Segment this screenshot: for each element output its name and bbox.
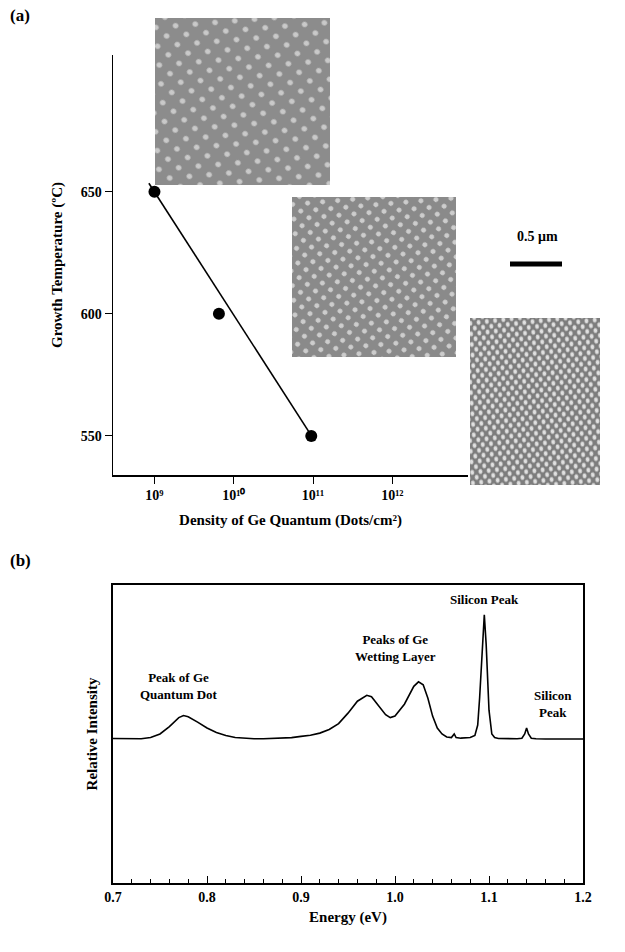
svg-text:(a): (a) <box>10 6 30 25</box>
svg-text:Peaks of GeWetting Layer: Peaks of GeWetting Layer <box>355 632 436 664</box>
svg-text:Energy (eV): Energy (eV) <box>309 909 387 926</box>
svg-text:10⁹: 10⁹ <box>145 488 163 503</box>
svg-text:0.7: 0.7 <box>104 890 122 905</box>
svg-text:0.9: 0.9 <box>292 890 310 905</box>
svg-text:1.1: 1.1 <box>480 890 498 905</box>
svg-text:SiliconPeak: SiliconPeak <box>534 688 572 720</box>
svg-text:10¹⁰: 10¹⁰ <box>222 487 245 503</box>
svg-text:1.0: 1.0 <box>386 890 404 905</box>
svg-text:Relative Intensity: Relative Intensity <box>84 677 100 790</box>
svg-text:Density of Ge Quantum (Dots/cm: Density of Ge Quantum (Dots/cm²) <box>179 512 402 529</box>
svg-text:10¹¹: 10¹¹ <box>302 488 324 503</box>
svg-text:600: 600 <box>81 307 102 322</box>
svg-text:0.8: 0.8 <box>198 890 216 905</box>
svg-text:0.5 μm: 0.5 μm <box>517 229 558 244</box>
svg-text:Peak of GeQuantum Dot: Peak of GeQuantum Dot <box>140 670 218 702</box>
svg-text:10¹²: 10¹² <box>381 488 403 503</box>
svg-text:(b): (b) <box>10 551 31 570</box>
svg-text:550: 550 <box>81 429 102 444</box>
svg-text:Silicon Peak: Silicon Peak <box>450 592 519 607</box>
svg-text:650: 650 <box>81 185 102 200</box>
svg-text:Growth Temperature (ºC): Growth Temperature (ºC) <box>49 182 66 348</box>
svg-text:1.2: 1.2 <box>574 890 592 905</box>
